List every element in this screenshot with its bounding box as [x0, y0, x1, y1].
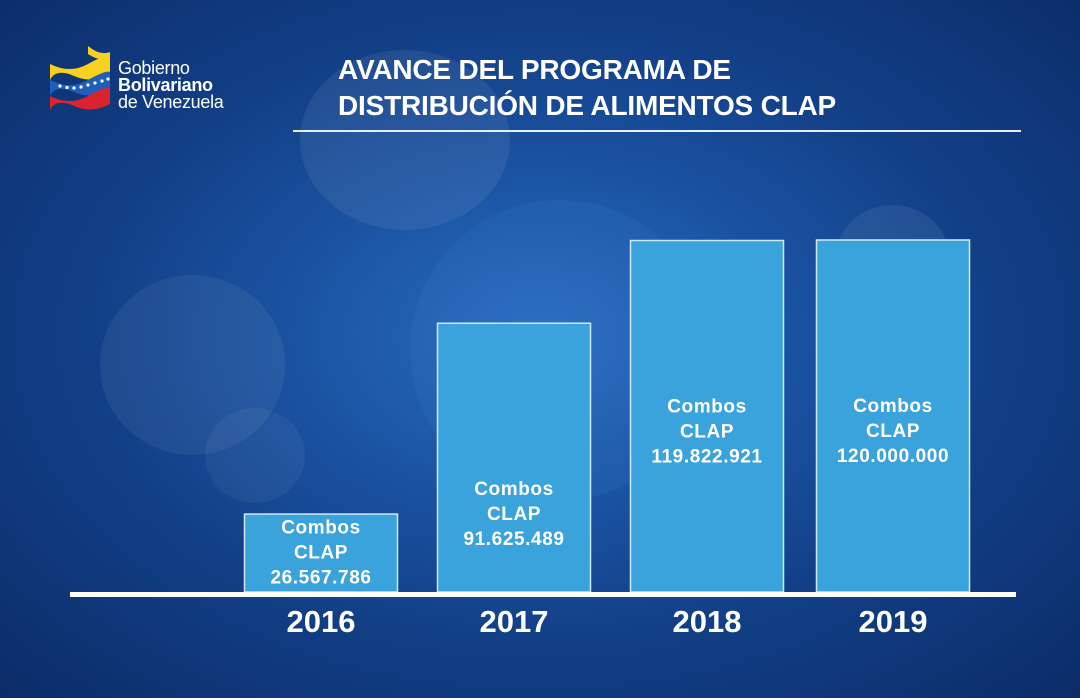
- title-line-1: AVANCE DEL PROGRAMA DE: [338, 54, 731, 85]
- data-label-text-2019: CLAP: [866, 421, 920, 442]
- data-label-text-2016: CLAP: [294, 543, 348, 564]
- page-title: AVANCE DEL PROGRAMA DE DISTRIBUCIÓN DE A…: [338, 52, 836, 124]
- data-label-text-2016: Combos: [281, 518, 361, 539]
- bar-2016: [243, 513, 399, 593]
- title-underline: [293, 130, 1021, 132]
- government-logo: [50, 46, 110, 110]
- bar-2017: [436, 322, 592, 593]
- x-tick-label-2016: 2016: [287, 604, 356, 639]
- background-bokeh-circle: [300, 50, 510, 230]
- logo-line-3: de Venezuela: [118, 92, 224, 112]
- data-label-text-2018: CLAP: [680, 422, 734, 443]
- background-bokeh-circle: [100, 275, 285, 455]
- bar-2018: [629, 239, 785, 593]
- data-label-value-2019: 120.000.000: [837, 446, 949, 467]
- data-label-value-2018: 119.822.921: [651, 447, 762, 468]
- data-label-text-2019: Combos: [853, 396, 933, 417]
- bar-2019: [815, 239, 971, 593]
- background-bokeh-circle: [205, 408, 305, 503]
- logo-line-2: Bolivariano: [118, 75, 213, 95]
- x-tick-label-2017: 2017: [480, 604, 549, 639]
- venezuela-flag-icon: [50, 46, 110, 110]
- data-label-value-2017: 91.625.489: [463, 529, 564, 550]
- logo-line-1: Gobierno: [118, 58, 190, 78]
- data-label-text-2017: CLAP: [487, 504, 541, 525]
- logo-wordmark: Gobierno Bolivariano de Venezuela: [118, 58, 224, 112]
- title-line-2: DISTRIBUCIÓN DE ALIMENTOS CLAP: [338, 90, 837, 121]
- data-label-text-2017: Combos: [474, 479, 554, 500]
- x-tick-label-2018: 2018: [673, 604, 742, 639]
- x-axis-baseline: [70, 592, 1016, 597]
- data-label-text-2018: Combos: [667, 397, 747, 418]
- x-tick-label-2019: 2019: [859, 604, 928, 639]
- data-label-value-2016: 26.567.786: [270, 568, 371, 589]
